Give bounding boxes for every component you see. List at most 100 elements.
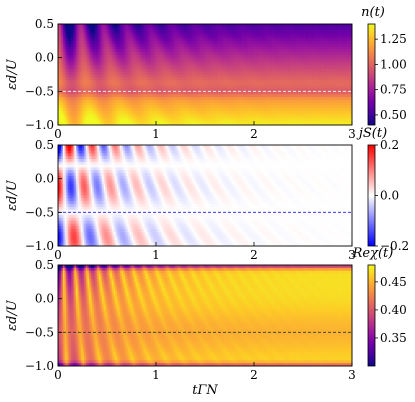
heatmap-cell bbox=[113, 38, 116, 42]
heatmap-cell bbox=[97, 35, 100, 39]
heatmap-cell bbox=[317, 32, 320, 36]
heatmap-cell bbox=[160, 29, 163, 33]
heatmap-cell bbox=[198, 38, 201, 42]
heatmap-cell bbox=[196, 35, 199, 39]
heatmap-cell bbox=[275, 32, 278, 36]
heatmap-cell bbox=[126, 29, 129, 33]
heatmap-cell bbox=[188, 32, 191, 36]
heatmap-cell bbox=[120, 26, 123, 30]
heatmap-cell bbox=[71, 26, 74, 30]
heatmap-cell bbox=[159, 24, 162, 28]
heatmap-cell bbox=[126, 24, 129, 28]
heatmap-cell bbox=[85, 38, 88, 42]
heatmap-cell bbox=[110, 40, 113, 44]
heatmap-cell bbox=[182, 32, 185, 36]
heatmap-cell bbox=[298, 35, 301, 39]
heatmap-cell bbox=[314, 26, 317, 30]
heatmap-cell bbox=[79, 24, 82, 28]
heatmap-cell bbox=[337, 26, 340, 30]
heatmap-cell bbox=[175, 24, 178, 28]
heatmap-cell bbox=[334, 24, 337, 28]
heatmap-cell bbox=[276, 26, 279, 30]
heatmap-cell bbox=[237, 38, 240, 42]
heatmap-cell bbox=[206, 24, 209, 28]
heatmap-cell bbox=[131, 26, 134, 30]
heatmap-cell bbox=[154, 32, 157, 36]
heatmap-cell bbox=[111, 26, 114, 30]
heatmap-cell bbox=[98, 38, 101, 42]
heatmap-cell bbox=[332, 35, 335, 39]
heatmap-cell bbox=[97, 40, 100, 44]
heatmap-cell bbox=[338, 32, 341, 36]
heatmap-cell bbox=[208, 40, 211, 44]
heatmap-cell bbox=[167, 26, 170, 30]
heatmap-cell bbox=[118, 26, 121, 30]
heatmap-cell bbox=[294, 29, 297, 33]
heatmap-cell bbox=[289, 38, 292, 42]
heatmap-cell bbox=[330, 26, 333, 30]
heatmap-cell bbox=[164, 29, 167, 33]
heatmap-cell bbox=[221, 26, 224, 30]
heatmap-cell bbox=[237, 29, 240, 33]
heatmap-cell bbox=[152, 29, 155, 33]
heatmap-cell bbox=[69, 24, 72, 28]
heatmap-cell bbox=[149, 32, 152, 36]
heatmap-cell bbox=[250, 38, 253, 42]
heatmap-cell bbox=[270, 24, 273, 28]
heatmap-cell bbox=[240, 35, 243, 39]
heatmap-cell bbox=[271, 29, 274, 33]
heatmap-cell bbox=[195, 32, 198, 36]
panel-top: 0 1 2 30.50.0−0.5−1.0εd/U1.251.000.750.50n(… bbox=[5, 5, 407, 141]
heatmap-cell bbox=[214, 35, 217, 39]
heatmap-cell bbox=[316, 38, 319, 42]
heatmap-cell bbox=[61, 24, 64, 28]
heatmap-cell bbox=[103, 35, 106, 39]
heatmap-cell bbox=[196, 40, 199, 44]
heatmap-cell bbox=[84, 35, 87, 39]
heatmap-cell bbox=[340, 29, 343, 33]
heatmap-cell bbox=[187, 29, 190, 33]
heatmap-cell bbox=[200, 40, 203, 44]
heatmap-cell bbox=[268, 29, 271, 33]
heatmap-cell bbox=[338, 26, 341, 30]
heatmap-cell bbox=[82, 40, 85, 44]
heatmap-cell bbox=[144, 32, 147, 36]
heatmap-cell bbox=[294, 38, 297, 42]
heatmap-cell bbox=[232, 32, 235, 36]
heatmap-cell bbox=[209, 29, 212, 33]
heatmap-cell bbox=[236, 32, 239, 36]
heatmap-cell bbox=[72, 40, 75, 44]
heatmap-cell bbox=[134, 35, 137, 39]
heatmap-cell bbox=[118, 38, 121, 42]
heatmap-cell bbox=[221, 35, 224, 39]
heatmap-cell bbox=[146, 26, 149, 30]
heatmap-cell bbox=[301, 29, 304, 33]
heatmap-cell bbox=[182, 40, 185, 44]
heatmap-cell bbox=[185, 35, 188, 39]
heatmap-cell bbox=[134, 38, 137, 42]
heatmap-cell bbox=[348, 24, 351, 28]
heatmap-cell bbox=[213, 32, 216, 36]
heatmap-cell bbox=[136, 32, 139, 36]
heatmap-cell bbox=[316, 29, 319, 33]
heatmap-cell bbox=[342, 26, 345, 30]
heatmap-cell bbox=[80, 24, 83, 28]
heatmap-cell bbox=[260, 29, 263, 33]
heatmap-cell bbox=[182, 35, 185, 39]
heatmap-cell bbox=[62, 35, 65, 39]
heatmap-cell bbox=[263, 35, 266, 39]
heatmap-cell bbox=[209, 40, 212, 44]
heatmap-cell bbox=[59, 24, 62, 28]
heatmap-cell bbox=[160, 35, 163, 39]
heatmap-cell bbox=[319, 38, 322, 42]
heatmap-cell bbox=[304, 26, 307, 30]
heatmap-cell bbox=[232, 29, 235, 33]
heatmap-cell bbox=[267, 38, 270, 42]
heatmap-cell bbox=[144, 38, 147, 42]
heatmap-cell bbox=[254, 38, 256, 42]
heatmap-cell bbox=[121, 26, 124, 30]
heatmap-cell bbox=[159, 32, 162, 36]
heatmap-cell bbox=[345, 26, 348, 30]
heatmap-cell bbox=[115, 40, 118, 44]
heatmap-cell bbox=[84, 29, 87, 33]
